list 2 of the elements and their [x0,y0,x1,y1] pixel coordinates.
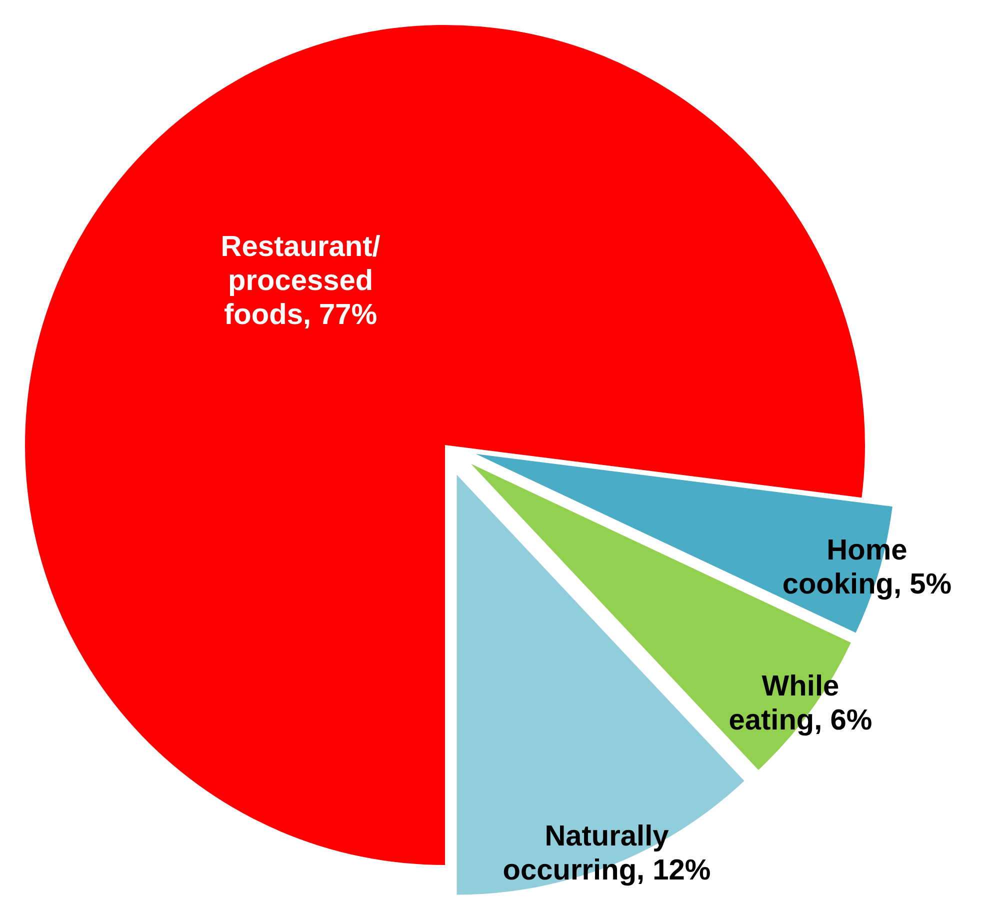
slice-label: Restaurant/processed foods, 77% [220,231,380,332]
slice-label: Naturally occurring, 12% [502,820,711,887]
